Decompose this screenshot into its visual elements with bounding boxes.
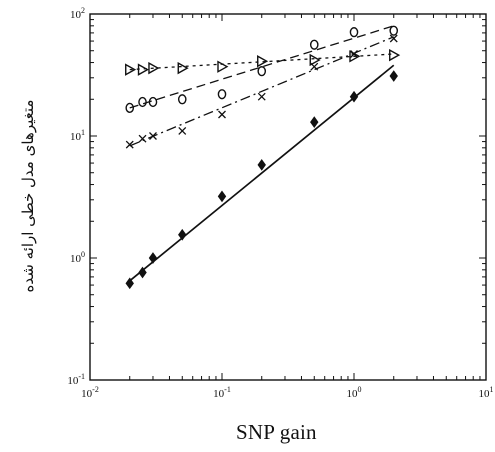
data-point-series-3 [350,50,358,58]
data-point-series-2 [349,27,359,38]
data-point-series-3 [218,110,226,119]
data-point-series-3 [178,126,187,135]
x-marker-stroke [138,134,147,143]
data-point-series-3 [257,92,266,101]
data-point-series-1 [137,63,149,76]
data-point-series-1 [257,55,269,68]
data-point-series-3 [149,132,157,140]
data-point-series-4 [178,228,187,241]
fit-line-series-2 [129,25,394,109]
data-point-series-3 [138,134,147,143]
fit-line-series-1 [129,53,394,71]
data-point-series-1 [309,53,321,67]
data-point-series-2 [138,96,147,108]
x-marker-stroke [125,140,134,149]
data-point-series-4 [138,266,147,279]
data-point-series-4 [349,90,359,103]
data-point-series-2 [257,66,267,77]
plot-frame [89,13,487,381]
x-marker-stroke [389,34,398,43]
data-point-series-4 [217,190,227,203]
x-marker-stroke [350,50,358,58]
data-point-series-1 [125,63,137,76]
y-tick-label: 101 [70,128,85,143]
data-point-series-2 [217,89,227,100]
data-point-series-2 [177,94,187,105]
y-tick-label: 102 [70,6,85,21]
data-point-series-2 [309,39,319,50]
fit-line-series-3 [129,36,394,147]
data-point-series-4 [310,116,319,128]
x-marker-stroke [257,92,266,101]
x-marker-stroke [218,110,226,119]
data-point-series-3 [389,34,398,43]
data-point-series-1 [217,60,229,73]
data-point-series-3 [310,62,319,71]
x-axis-label: SNP gain [236,420,317,444]
x-tick-label: 100 [347,385,362,400]
data-point-series-1 [148,61,160,75]
x-marker-stroke [178,126,187,135]
y-axis-label: متغیرهای مدل خطی ارائه شده [19,99,37,293]
x-marker-stroke [149,132,157,140]
data-point-series-4 [125,277,134,290]
x-marker-stroke [310,62,319,71]
x-tick-label: 10-1 [213,385,231,400]
data-markers [125,25,401,290]
data-point-series-1 [389,48,401,62]
data-point-series-2 [389,25,399,36]
data-point-series-1 [177,61,189,75]
data-point-series-4 [257,159,266,171]
data-point-series-3 [125,140,134,149]
x-tick-label: 101 [479,385,494,400]
fit-lines [129,25,395,282]
y-tick-label: 10-1 [67,372,85,387]
fit-line-series-4 [129,64,395,282]
data-point-series-2 [125,102,135,113]
data-point-series-4 [148,252,158,264]
data-point-series-2 [148,96,158,108]
x-tick-label: 10-2 [81,385,99,400]
y-tick-label: 100 [70,250,85,265]
data-point-series-4 [389,70,398,82]
